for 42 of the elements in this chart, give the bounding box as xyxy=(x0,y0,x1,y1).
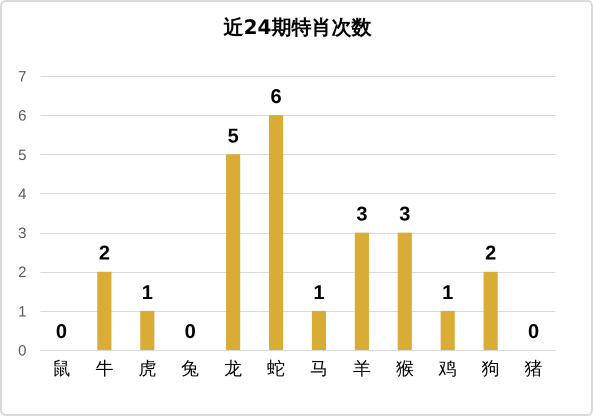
bar xyxy=(140,310,154,350)
y-tick-label: 4 xyxy=(18,186,26,203)
data-label: 1 xyxy=(142,282,153,304)
data-label: 0 xyxy=(56,321,68,343)
bar xyxy=(398,232,412,350)
x-tick-label: 鼠 xyxy=(52,358,70,380)
x-tick-label: 蛇 xyxy=(267,358,286,380)
data-label: 6 xyxy=(270,86,282,108)
bar xyxy=(226,154,240,350)
x-tick-label: 牛 xyxy=(95,358,114,380)
data-label: 0 xyxy=(528,321,540,343)
y-tick-label: 3 xyxy=(18,225,26,242)
x-tick-label: 兔 xyxy=(181,358,200,380)
bar xyxy=(484,272,498,350)
data-label: 3 xyxy=(356,204,368,226)
x-tick-label: 猴 xyxy=(396,358,414,380)
x-tick-label: 马 xyxy=(310,358,328,380)
data-label: 2 xyxy=(485,242,496,265)
bar xyxy=(312,310,326,350)
data-label: 1 xyxy=(313,282,325,304)
y-tick-label: 5 xyxy=(18,146,26,164)
y-tick-label: 1 xyxy=(18,303,26,320)
bar xyxy=(354,232,369,350)
y-tick-label: 7 xyxy=(18,68,26,86)
data-label: 1 xyxy=(442,282,454,304)
bar xyxy=(97,272,112,350)
y-tick-label: 2 xyxy=(18,264,26,282)
y-tick-label: 0 xyxy=(18,342,26,360)
y-tick-label: 6 xyxy=(18,108,26,125)
x-tick-label: 羊 xyxy=(352,358,371,380)
bar xyxy=(440,310,455,350)
data-label: 0 xyxy=(184,321,196,343)
x-tick-label: 狗 xyxy=(482,358,500,380)
x-tick-label: 猪 xyxy=(524,358,543,380)
x-tick-label: 龙 xyxy=(224,358,242,380)
data-label: 3 xyxy=(399,204,410,226)
bar xyxy=(268,115,284,350)
x-tick-label: 虎 xyxy=(138,358,156,380)
chart-title: 近24期特肖次数 xyxy=(222,15,372,39)
data-label: 2 xyxy=(98,242,110,265)
x-tick-label: 鸡 xyxy=(438,358,457,380)
data-label: 5 xyxy=(228,125,239,148)
